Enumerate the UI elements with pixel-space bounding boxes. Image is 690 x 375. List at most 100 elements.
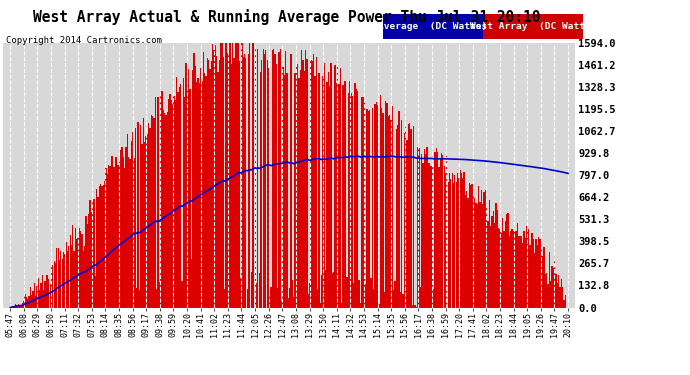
- Bar: [51, 264, 52, 308]
- Bar: [351, 93, 352, 308]
- Bar: [180, 84, 181, 308]
- Bar: [282, 67, 284, 308]
- Bar: [152, 116, 153, 308]
- Bar: [345, 81, 346, 308]
- Bar: [26, 297, 27, 307]
- Bar: [143, 118, 144, 308]
- Bar: [511, 229, 513, 308]
- Bar: [544, 274, 546, 308]
- Bar: [451, 172, 453, 308]
- Bar: [252, 14, 253, 307]
- Bar: [485, 190, 486, 308]
- Bar: [229, 40, 230, 308]
- Bar: [286, 73, 288, 308]
- Bar: [30, 287, 31, 308]
- Bar: [175, 100, 176, 308]
- Bar: [313, 54, 315, 307]
- Bar: [121, 147, 123, 308]
- Bar: [196, 82, 197, 308]
- Bar: [87, 224, 88, 308]
- Bar: [541, 245, 542, 308]
- Bar: [477, 204, 478, 308]
- Bar: [450, 179, 451, 308]
- Bar: [473, 193, 474, 308]
- Bar: [543, 247, 544, 308]
- Bar: [112, 156, 113, 308]
- Bar: [296, 65, 297, 308]
- Bar: [27, 299, 28, 307]
- Bar: [237, 22, 239, 307]
- Bar: [210, 62, 212, 308]
- Bar: [507, 213, 509, 308]
- Bar: [239, 61, 240, 308]
- Bar: [353, 283, 354, 308]
- Bar: [502, 218, 504, 308]
- Bar: [364, 102, 365, 308]
- Bar: [276, 64, 277, 308]
- Bar: [326, 82, 328, 308]
- Bar: [257, 49, 259, 308]
- Bar: [31, 295, 32, 307]
- Bar: [79, 228, 80, 308]
- Bar: [255, 47, 256, 308]
- Bar: [338, 84, 339, 308]
- Bar: [23, 302, 24, 307]
- Bar: [92, 199, 93, 308]
- Bar: [417, 147, 418, 308]
- Bar: [348, 93, 349, 308]
- Bar: [100, 184, 101, 308]
- Bar: [563, 300, 564, 307]
- Bar: [404, 133, 405, 308]
- Bar: [446, 156, 448, 308]
- Bar: [506, 214, 507, 308]
- Bar: [37, 279, 39, 308]
- Bar: [119, 162, 120, 308]
- Bar: [277, 288, 279, 308]
- Bar: [304, 71, 305, 308]
- Bar: [371, 278, 372, 308]
- Bar: [317, 289, 318, 308]
- Bar: [332, 273, 333, 308]
- Bar: [184, 97, 186, 308]
- Bar: [328, 72, 329, 308]
- Bar: [256, 284, 257, 308]
- Bar: [359, 303, 361, 307]
- Bar: [68, 246, 70, 308]
- Bar: [149, 128, 150, 308]
- Bar: [160, 93, 161, 308]
- Bar: [531, 233, 533, 308]
- Bar: [336, 83, 337, 308]
- Bar: [11, 307, 12, 308]
- Bar: [339, 68, 341, 308]
- Bar: [262, 49, 264, 308]
- Bar: [97, 197, 99, 308]
- Bar: [466, 191, 467, 308]
- Bar: [386, 103, 388, 308]
- Bar: [375, 102, 377, 308]
- Bar: [60, 251, 61, 308]
- Bar: [130, 141, 132, 308]
- Bar: [392, 105, 393, 308]
- Bar: [480, 202, 481, 308]
- Bar: [59, 260, 60, 308]
- Bar: [293, 297, 295, 307]
- Bar: [225, 39, 226, 308]
- Bar: [292, 280, 293, 308]
- Bar: [217, 72, 219, 308]
- Bar: [15, 304, 17, 307]
- Bar: [71, 245, 72, 308]
- Bar: [215, 45, 216, 308]
- Bar: [206, 58, 208, 308]
- Bar: [106, 168, 107, 308]
- Bar: [177, 92, 179, 308]
- Bar: [147, 134, 148, 308]
- Bar: [482, 204, 484, 308]
- Bar: [457, 173, 458, 308]
- Bar: [462, 178, 464, 308]
- Bar: [46, 274, 47, 308]
- Bar: [316, 57, 317, 308]
- Bar: [35, 296, 36, 307]
- Bar: [150, 115, 152, 308]
- Bar: [550, 281, 551, 308]
- Bar: [422, 163, 424, 308]
